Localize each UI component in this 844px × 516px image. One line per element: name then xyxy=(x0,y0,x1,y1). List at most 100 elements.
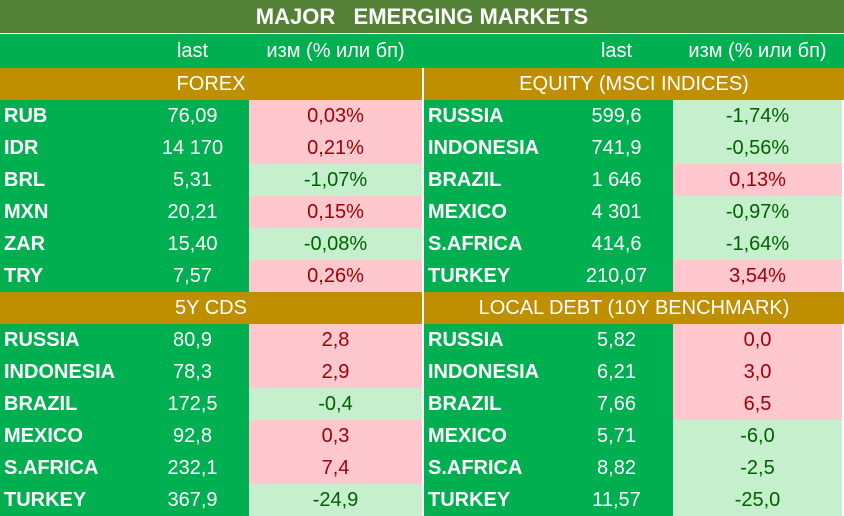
row-right-name: TURKEY xyxy=(424,484,560,516)
row-separator xyxy=(422,324,424,356)
section-local-debt: LOCAL DEBT (10Y BENCHMARK) xyxy=(424,292,844,324)
row-left-change: -1,07% xyxy=(249,164,422,196)
row-right-last: 6,21 xyxy=(560,356,673,388)
row-left-change: 0,26% xyxy=(249,260,422,292)
row-right-name: S.AFRICA xyxy=(424,228,560,260)
row-left-name: RUSSIA xyxy=(0,324,136,356)
row-right-last: 5,71 xyxy=(560,420,673,452)
row-right-change: -1,64% xyxy=(673,228,842,260)
row-right-change: 3,54% xyxy=(673,260,842,292)
row-right-last: 741,9 xyxy=(560,132,673,164)
row-left-change: 0,21% xyxy=(249,132,422,164)
row-right-last: 599,6 xyxy=(560,100,673,132)
block-cds-localdebt: RUSSIA 80,9 2,8 RUSSIA 5,82 0,0 INDONESIA 78,3 2… xyxy=(0,324,844,516)
row-right-change: 6,5 xyxy=(673,388,842,420)
row-left-last: 5,31 xyxy=(136,164,249,196)
table-row: ZAR 15,40 -0,08% S.AFRICA 414,6 -1,64% xyxy=(0,228,844,260)
row-right-last: 11,57 xyxy=(560,484,673,516)
row-right-change: -0,97% xyxy=(673,196,842,228)
column-header-row: last изм (% или бп) last изм (% или бп) xyxy=(0,34,844,68)
row-left-last: 78,3 xyxy=(136,356,249,388)
row-right-name: INDONESIA xyxy=(424,356,560,388)
block-forex-equity: RUB 76,09 0,03% RUSSIA 599,6 -1,74% IDR 14 170 0… xyxy=(0,100,844,292)
row-separator xyxy=(422,260,424,292)
table-row: MXN 20,21 0,15% MEXICO 4 301 -0,97% xyxy=(0,196,844,228)
row-right-change: 3,0 xyxy=(673,356,842,388)
row-right-change: -1,74% xyxy=(673,100,842,132)
table-row: IDR 14 170 0,21% INDONESIA 741,9 -0,56% xyxy=(0,132,844,164)
row-left-last: 15,40 xyxy=(136,228,249,260)
row-right-name: MEXICO xyxy=(424,420,560,452)
table-row: RUB 76,09 0,03% RUSSIA 599,6 -1,74% xyxy=(0,100,844,132)
row-left-last: 367,9 xyxy=(136,484,249,516)
table-row: TRY 7,57 0,26% TURKEY 210,07 3,54% xyxy=(0,260,844,292)
header-blank-left xyxy=(0,34,136,68)
row-separator xyxy=(422,164,424,196)
row-left-name: MXN xyxy=(0,196,136,228)
row-left-name: IDR xyxy=(0,132,136,164)
row-right-name: BRAZIL xyxy=(424,388,560,420)
row-right-last: 4 301 xyxy=(560,196,673,228)
row-separator xyxy=(422,196,424,228)
row-right-name: S.AFRICA xyxy=(424,452,560,484)
section-header-row-2: 5Y CDS LOCAL DEBT (10Y BENCHMARK) xyxy=(0,292,844,324)
row-right-last: 5,82 xyxy=(560,324,673,356)
row-left-name: BRL xyxy=(0,164,136,196)
row-left-change: -0,4 xyxy=(249,388,422,420)
section-separator xyxy=(422,292,424,324)
table-row: BRAZIL 172,5 -0,4 BRAZIL 7,66 6,5 xyxy=(0,388,844,420)
row-right-change: -2,5 xyxy=(673,452,842,484)
row-right-name: TURKEY xyxy=(424,260,560,292)
row-left-last: 172,5 xyxy=(136,388,249,420)
row-left-last: 76,09 xyxy=(136,100,249,132)
header-change-right: изм (% или бп) xyxy=(688,40,827,62)
row-right-last: 7,66 xyxy=(560,388,673,420)
row-left-last: 92,8 xyxy=(136,420,249,452)
row-left-name: INDONESIA xyxy=(0,356,136,388)
row-separator xyxy=(422,228,424,260)
table-row: TURKEY 367,9 -24,9 TURKEY 11,57 -25,0 xyxy=(0,484,844,516)
row-separator xyxy=(422,100,424,132)
row-right-last: 414,6 xyxy=(560,228,673,260)
table-title: MAJOR EMERGING MARKETS xyxy=(0,0,844,34)
table-row: RUSSIA 80,9 2,8 RUSSIA 5,82 0,0 xyxy=(0,324,844,356)
row-left-last: 232,1 xyxy=(136,452,249,484)
section-forex: FOREX xyxy=(0,68,422,100)
row-left-change: 2,9 xyxy=(249,356,422,388)
row-left-change: 0,3 xyxy=(249,420,422,452)
row-left-change: 0,15% xyxy=(249,196,422,228)
row-right-change: 0,0 xyxy=(673,324,842,356)
row-left-name: BRAZIL xyxy=(0,388,136,420)
header-last-right: last xyxy=(600,40,633,62)
row-left-last: 7,57 xyxy=(136,260,249,292)
row-left-last: 80,9 xyxy=(136,324,249,356)
row-right-last: 8,82 xyxy=(560,452,673,484)
row-separator xyxy=(422,452,424,484)
row-left-name: ZAR xyxy=(0,228,136,260)
row-left-name: S.AFRICA xyxy=(0,452,136,484)
header-last-left: last xyxy=(176,40,209,62)
section-cds: 5Y CDS xyxy=(0,292,422,324)
row-right-last: 1 646 xyxy=(560,164,673,196)
row-right-name: INDONESIA xyxy=(424,132,560,164)
table-row: S.AFRICA 232,1 7,4 S.AFRICA 8,82 -2,5 xyxy=(0,452,844,484)
section-separator xyxy=(422,68,424,100)
row-right-change: -0,56% xyxy=(673,132,842,164)
table-row: BRL 5,31 -1,07% BRAZIL 1 646 0,13% xyxy=(0,164,844,196)
section-header-row-1: FOREX EQUITY (MSCI INDICES) xyxy=(0,68,844,100)
row-right-change: -6,0 xyxy=(673,420,842,452)
header-blank-right xyxy=(424,34,560,68)
row-right-name: RUSSIA xyxy=(424,100,560,132)
row-left-name: TRY xyxy=(0,260,136,292)
row-separator xyxy=(422,420,424,452)
row-separator xyxy=(422,484,424,516)
row-right-name: MEXICO xyxy=(424,196,560,228)
row-right-change: 0,13% xyxy=(673,164,842,196)
row-left-name: MEXICO xyxy=(0,420,136,452)
table-row: INDONESIA 78,3 2,9 INDONESIA 6,21 3,0 xyxy=(0,356,844,388)
row-left-name: TURKEY xyxy=(0,484,136,516)
row-separator xyxy=(422,388,424,420)
row-separator xyxy=(422,132,424,164)
row-left-last: 20,21 xyxy=(136,196,249,228)
row-right-last: 210,07 xyxy=(560,260,673,292)
